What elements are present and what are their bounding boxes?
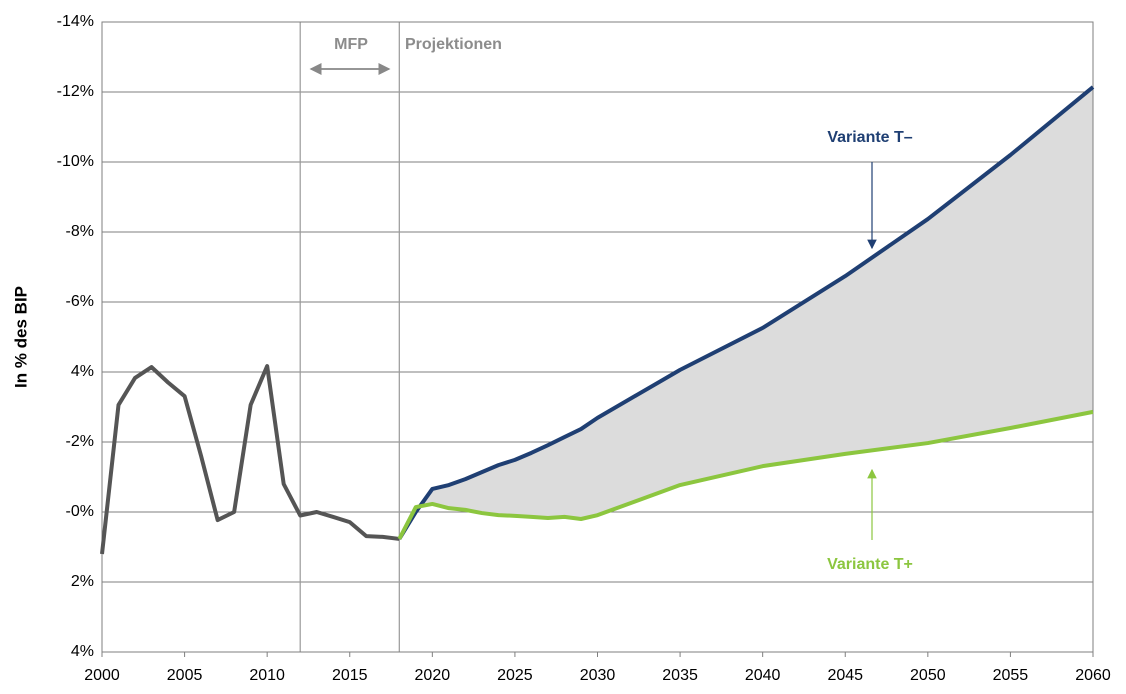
y-tick-label: 4% <box>71 363 94 380</box>
y-tick-label: 4% <box>71 643 94 660</box>
x-tick-label: 2015 <box>332 667 368 684</box>
annotation: MFP <box>334 36 368 53</box>
series-line <box>397 409 1094 540</box>
y-tick-label: -10% <box>57 153 94 170</box>
x-tick-label: 2045 <box>827 667 863 684</box>
y-tick-label: -8% <box>66 223 94 240</box>
x-tick-label: 2025 <box>497 667 533 684</box>
y-tick-label: -12% <box>57 83 94 100</box>
x-tick-label: 2000 <box>84 667 120 684</box>
x-tick-label: 2040 <box>745 667 781 684</box>
series-line <box>100 364 400 555</box>
x-tick-label: 2055 <box>993 667 1029 684</box>
y-tick-label: -14% <box>57 13 94 30</box>
x-tick-label: 2060 <box>1075 667 1111 684</box>
series-line <box>397 85 1095 540</box>
plot-frame <box>101 21 1094 653</box>
series-label: Variante T– <box>827 129 912 146</box>
y-tick-label: 2% <box>71 573 94 590</box>
x-tick-label: 2050 <box>910 667 946 684</box>
x-tick-label: 2035 <box>662 667 698 684</box>
area-between <box>399 87 1093 539</box>
y-tick-label: -0% <box>66 503 94 520</box>
x-tick-label: 2020 <box>415 667 451 684</box>
x-tick-label: 2010 <box>249 667 285 684</box>
x-tick-label: 2030 <box>580 667 616 684</box>
annotation: Projektionen <box>405 36 502 53</box>
series-label: Variante T+ <box>827 556 913 573</box>
x-tick-label: 2005 <box>167 667 203 684</box>
y-axis-label: In % des BIP <box>11 286 30 388</box>
y-tick-label: -6% <box>66 293 94 310</box>
y-tick-label: -2% <box>66 433 94 450</box>
